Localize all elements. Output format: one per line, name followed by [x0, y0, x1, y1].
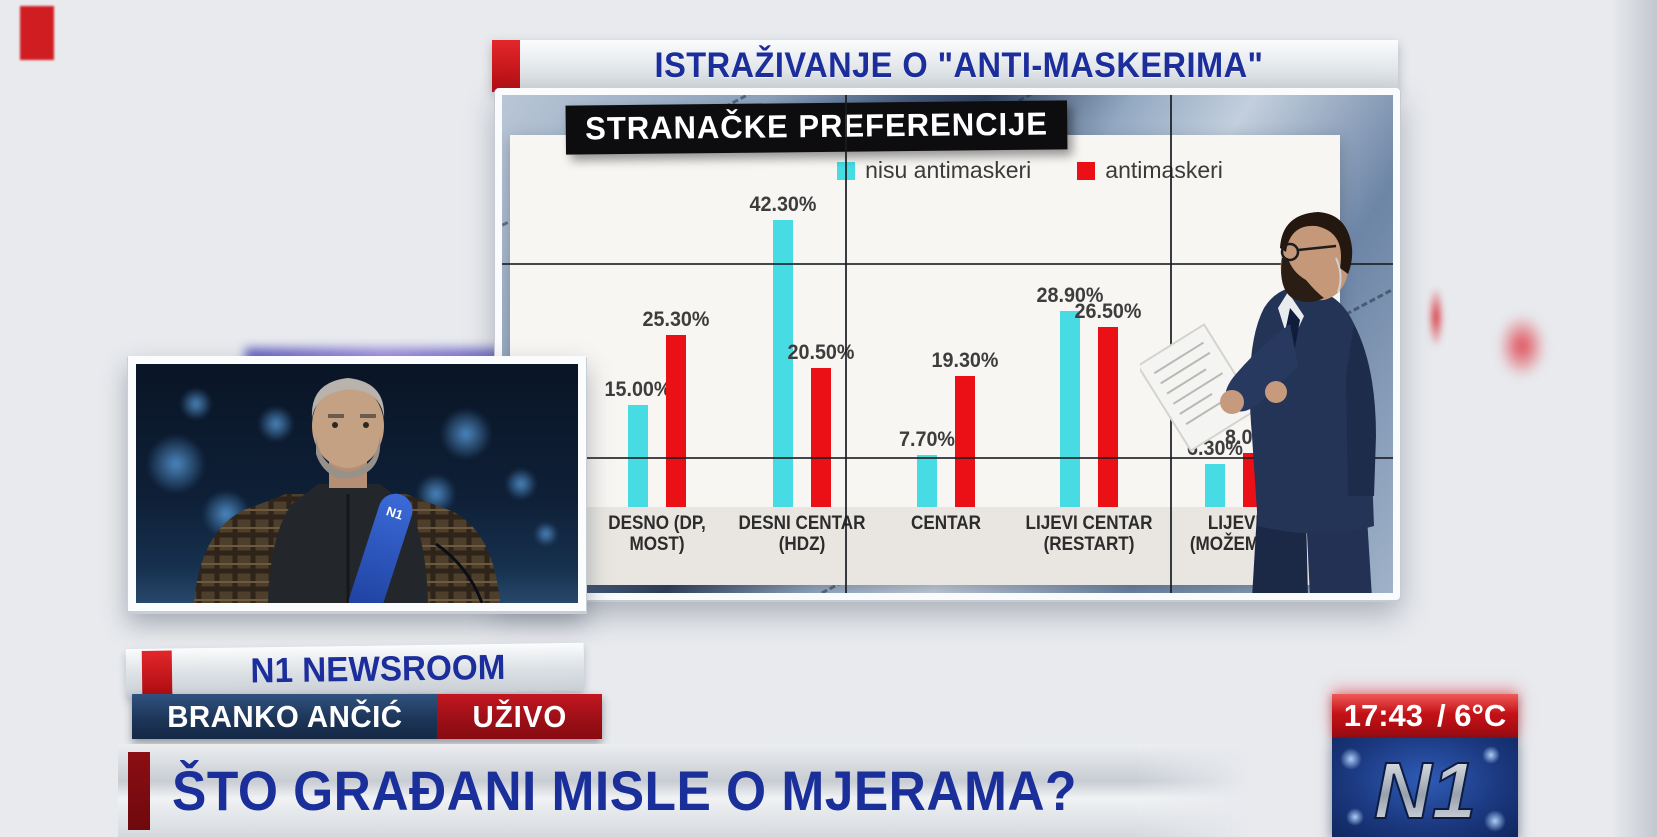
bar-value-label: 26.50% — [1074, 300, 1142, 323]
svg-text:N1: N1 — [1374, 746, 1476, 835]
legend-swatch-red — [1077, 161, 1096, 180]
red-reflection-small — [1428, 286, 1444, 348]
mic-cable — [435, 542, 484, 603]
bar-value-label: 25.30% — [642, 308, 710, 331]
category-label: DESNO (DP, MOST) — [608, 513, 706, 556]
speaker-name: BRANKO ANČIĆ — [132, 694, 437, 739]
bar-group: 42.30% 20.50% — [750, 135, 854, 507]
bar-value-label: 15.00% — [604, 378, 672, 401]
red-accent-block — [492, 40, 520, 92]
bar-value-label: 28.90% — [1036, 284, 1104, 307]
studio-video-wall: 15.00% 25.30% 42.30% 20.50% 7.70% 19.30% 28.90… — [495, 88, 1400, 600]
bar-group: 28.90% 26.50% — [1037, 135, 1141, 507]
category-label: CENTAR — [910, 513, 981, 534]
papers-icon — [1140, 323, 1259, 453]
legend-item-not-antimask: nisu antimaskeri — [837, 157, 1031, 184]
category-label: LIJEVI CENTAR (RESTART) — [1025, 513, 1153, 556]
live-badge: UŽIVO — [437, 694, 602, 739]
legend-label: nisu antimaskeri — [865, 157, 1032, 183]
bar-cyan — [1060, 311, 1080, 507]
chart-title: STRANAČKE PREFERENCIJE — [565, 100, 1068, 155]
bar-value-label: 19.30% — [931, 349, 999, 372]
wall-seam-horizontal — [502, 263, 1393, 265]
microphone-icon: N1 — [348, 493, 413, 603]
bar-red — [1098, 327, 1118, 507]
temperature: / 6°C — [1437, 698, 1507, 733]
earpiece-cable — [1335, 257, 1342, 293]
guest-video-scene: N1 — [136, 364, 578, 603]
bar-group: 7.70% 19.30% — [899, 135, 998, 507]
bar-cyan — [917, 455, 937, 507]
bar-red — [666, 335, 686, 507]
red-reflection-large — [1498, 314, 1546, 378]
wall-seam-horizontal — [502, 457, 1393, 459]
wall-seam-vertical — [845, 95, 847, 593]
red-accent-block — [141, 650, 173, 695]
category-label: DESNI CENTAR (HDZ) — [738, 513, 866, 556]
lower-third-name-banner: BRANKO ANČIĆ UŽIVO — [132, 694, 602, 739]
bar-cyan — [628, 405, 648, 507]
chart-legend: nisu antimaskeri antimaskeri — [730, 157, 1330, 184]
video-wall-content: 15.00% 25.30% 42.30% 20.50% 7.70% 19.30% 28.90… — [502, 95, 1393, 593]
clock-time: 17:43 — [1343, 698, 1424, 733]
bar-red — [955, 376, 975, 507]
top-headline-banner: ISTRAŽIVANJE O "ANTI-MASKERIMA" — [492, 40, 1398, 92]
chart-category-strip — [510, 507, 1340, 585]
headline-text: ŠTO GRAĐANI MISLE O MJERAMA? — [172, 759, 1077, 822]
newsroom-label: N1 NEWSROOM — [250, 647, 506, 691]
bar-value-label: 42.30% — [749, 193, 817, 216]
bar-red — [811, 368, 831, 507]
presenter-figure — [1140, 212, 1376, 593]
headline-band: ŠTO GRAĐANI MISLE O MJERAMA? — [118, 744, 1250, 837]
bar-cyan — [1205, 464, 1225, 507]
top-headline-text: ISTRAŽIVANJE O "ANTI-MASKERIMA" — [654, 46, 1264, 85]
legend-item-antimask: antimaskeri — [1077, 157, 1223, 184]
clock-weather-box: 17:43 / 6°C — [1332, 694, 1518, 738]
guest-figure: N1 — [194, 378, 500, 603]
right-edge-shading — [1611, 0, 1657, 837]
bar-group: 15.00% 25.30% — [605, 135, 709, 507]
channel-logo-box: N1 — [1332, 738, 1518, 837]
n1-logo: N1 — [1373, 745, 1477, 836]
glasses-icon — [1280, 242, 1300, 262]
bar-value-label: 7.70% — [899, 428, 955, 451]
bar-value-label: 20.50% — [787, 341, 855, 364]
legend-label: antimaskeri — [1105, 157, 1223, 183]
guest-video-inset: N1 — [128, 356, 586, 611]
bar-cyan — [773, 220, 793, 507]
corner-red-accent — [20, 6, 54, 60]
newsroom-bar: N1 NEWSROOM — [125, 642, 585, 698]
red-accent-bar — [128, 751, 150, 830]
mic-n1-logo: N1 — [384, 503, 404, 522]
